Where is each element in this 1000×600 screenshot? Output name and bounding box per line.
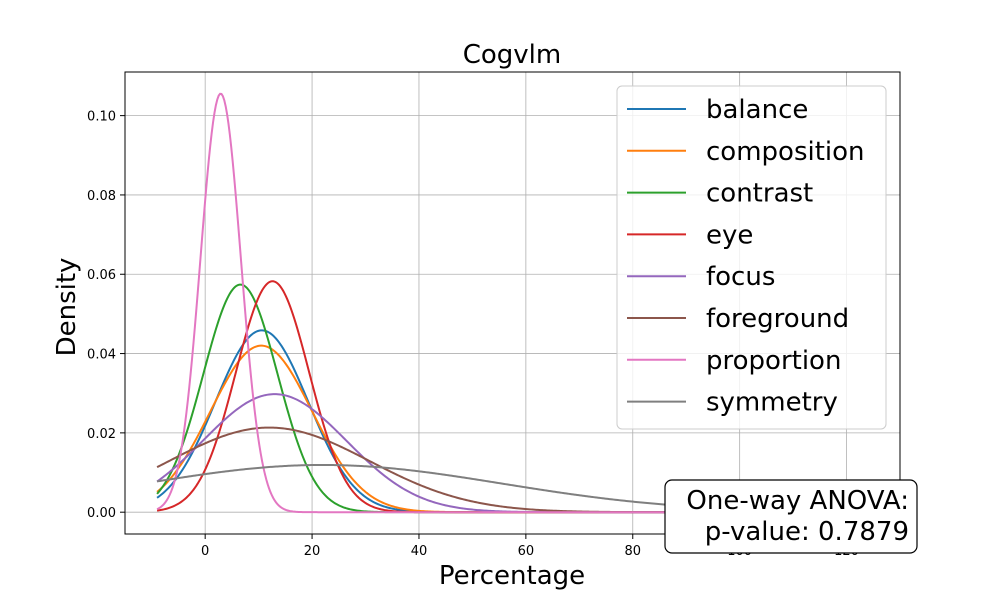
- legend-box: [616, 85, 887, 430]
- y-tick-label: 0.06: [87, 268, 116, 283]
- legend-label-foreground: foreground: [706, 304, 849, 334]
- x-axis-label: Percentage: [439, 561, 585, 591]
- x-tick-label: 20: [304, 544, 321, 559]
- legend-label-proportion: proportion: [706, 346, 841, 376]
- legend-label-eye: eye: [706, 220, 753, 250]
- anova-annotation: One-way ANOVA: p-value: 0.7879: [664, 479, 918, 554]
- legend-label-balance: balance: [706, 95, 808, 125]
- y-tick-label: 0.10: [87, 110, 116, 125]
- annotation-box: [664, 479, 918, 554]
- legend-label-contrast: contrast: [706, 179, 813, 209]
- legend-label-focus: focus: [706, 262, 775, 292]
- annotation-line-2: p-value: 0.7879: [705, 517, 909, 547]
- y-tick-label: 0.08: [87, 189, 116, 204]
- legend-label-composition: composition: [706, 137, 865, 167]
- legend: balance composition contrast eye focus foregr…: [616, 85, 887, 430]
- axes-frame: [124, 71, 901, 535]
- chart-title: Cogvlm: [463, 40, 562, 70]
- annotation-line-1: One-way ANOVA:: [686, 486, 909, 516]
- y-axis-label: Density: [52, 258, 82, 357]
- x-tick-label: 0: [201, 544, 209, 559]
- x-tick-label: 80: [624, 544, 641, 559]
- y-tick-label: 0.02: [87, 427, 116, 442]
- x-tick-label: 60: [518, 544, 535, 559]
- y-tick-label: 0.00: [87, 506, 116, 521]
- y-tick-label: 0.04: [87, 348, 116, 363]
- x-tick-label: 40: [411, 544, 428, 559]
- legend-label-symmetry: symmetry: [706, 388, 838, 418]
